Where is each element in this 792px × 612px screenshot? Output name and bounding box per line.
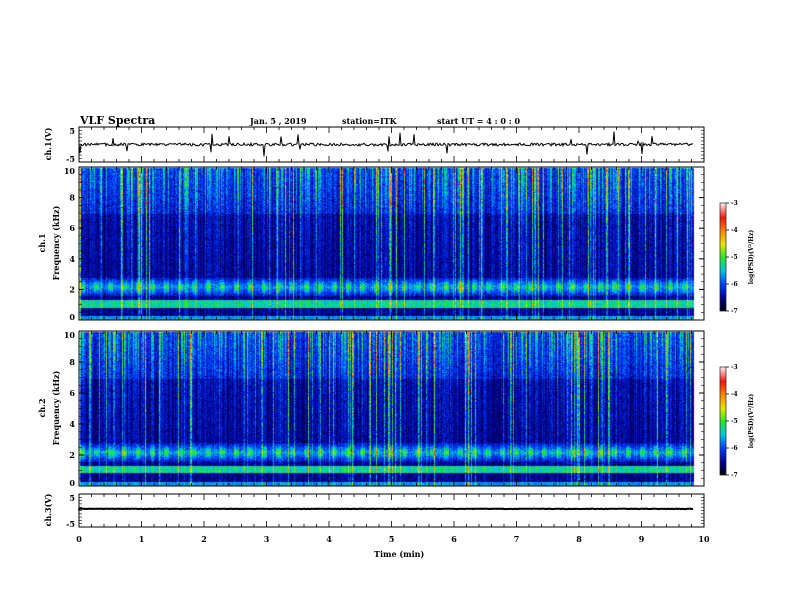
colorbar-tick-label: -4 [731, 227, 738, 234]
y-tick-label: 10 [64, 166, 76, 176]
y-tick-label: -5 [66, 154, 75, 164]
chart-title: VLF Spectra [80, 114, 156, 127]
y-tick-label: 8 [69, 357, 75, 367]
ch1-freq-ylabel: Frequency (kHz) [51, 205, 61, 281]
colorbar1-label: log(PSD)(V²/Hz) [748, 229, 755, 285]
colorbar-tick-label: -5 [731, 254, 738, 261]
colorbar-tick-label: -5 [731, 418, 738, 425]
x-tick-label: 10 [698, 534, 710, 544]
ch2-spec-ylabel: ch.2 [37, 398, 47, 418]
date-label: Jan. 5 , 2019 [250, 116, 307, 126]
y-tick-label: 5 [69, 126, 75, 136]
y-tick-label: 6 [69, 388, 75, 398]
colorbar-tick-label: -7 [731, 308, 738, 315]
x-tick-label: 3 [264, 534, 270, 544]
x-tick-label: 6 [451, 534, 457, 544]
x-tick-label: 2 [201, 534, 207, 544]
ch2-freq-ylabel: Frequency (kHz) [51, 370, 61, 446]
colorbar-tick-label: -6 [731, 445, 738, 452]
panel-frame [78, 166, 705, 321]
x-tick-label: 9 [639, 534, 645, 544]
colorbar-tick-label: -4 [731, 391, 738, 398]
colorbar-2 [719, 366, 727, 476]
ch1-waveform [78, 131, 694, 157]
x-tick-label: 1 [139, 534, 145, 544]
colorbar-tick-label: -6 [731, 281, 738, 288]
y-tick-label: 0 [69, 478, 75, 488]
colorbar2-label: log(PSD)(V²/Hz) [748, 393, 755, 449]
y-tick-label: 2 [69, 284, 75, 294]
x-tick-label: 4 [326, 534, 332, 544]
y-tick-label: 6 [69, 223, 75, 233]
y-tick-label: 4 [69, 419, 75, 429]
ch3-waveform [78, 507, 694, 511]
colorbar-tick-label: -3 [731, 200, 738, 207]
x-tick-label: 8 [576, 534, 582, 544]
x-tick-label: 0 [76, 534, 82, 544]
x-tick-label: 5 [389, 534, 395, 544]
x-axis-label: Time (min) [374, 549, 425, 559]
y-tick-label: 2 [69, 450, 75, 460]
y-tick-label: 4 [69, 254, 75, 264]
colorbar-1 [719, 202, 727, 312]
station-label: station=ITK [342, 116, 397, 126]
y-tick-label: -5 [66, 519, 75, 529]
x-tick-label: 7 [514, 534, 520, 544]
colorbar-tick-label: -7 [731, 472, 738, 479]
y-tick-label: 5 [69, 493, 75, 503]
panel-frame [78, 330, 705, 487]
y-tick-label: 10 [64, 330, 76, 340]
ch1-spec-ylabel: ch.1 [37, 233, 47, 253]
y-tick-label: 8 [69, 193, 75, 203]
start-time-label: start UT = 4 : 0 : 0 [437, 116, 521, 126]
ch1-ylabel: ch.1(V) [43, 127, 53, 161]
ch3-ylabel: ch.3(V) [43, 493, 53, 527]
y-tick-label: 0 [69, 312, 75, 322]
colorbar-tick-label: -3 [731, 364, 738, 371]
